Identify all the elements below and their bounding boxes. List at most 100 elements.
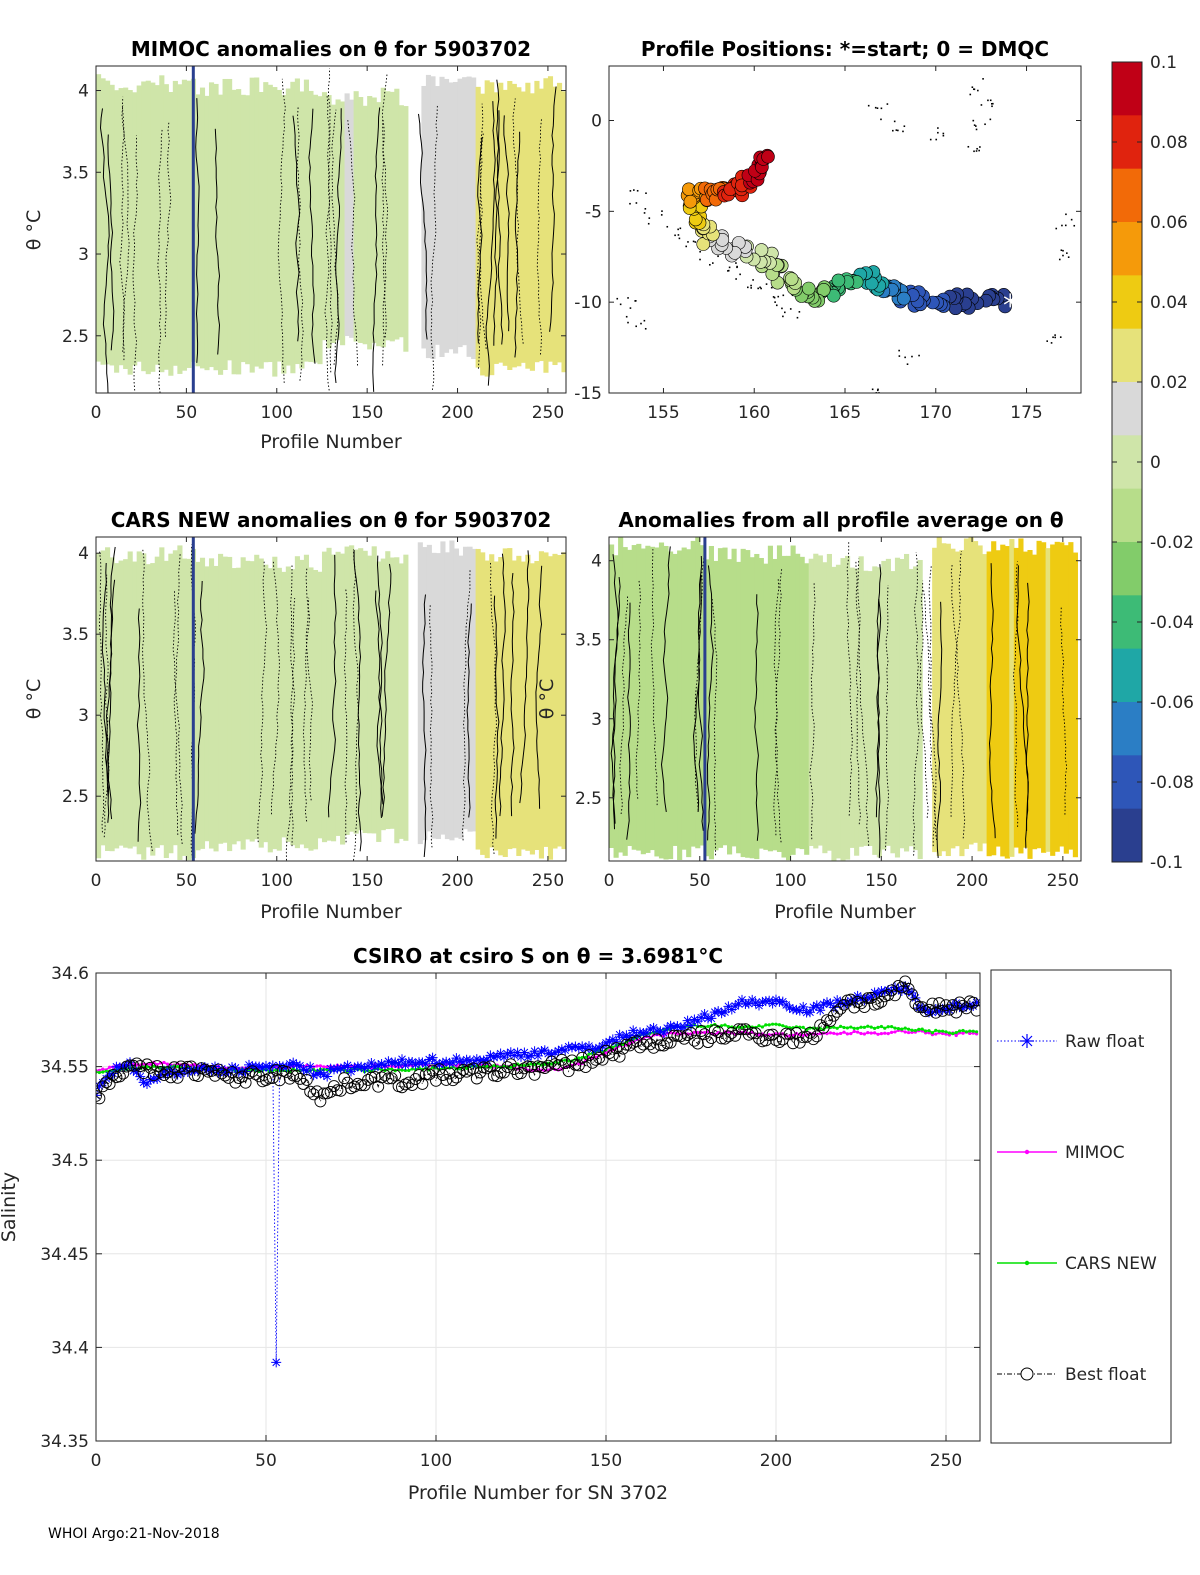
- salinity-ylabel: Salinity: [0, 1172, 20, 1242]
- profile-position-marker: [754, 243, 769, 257]
- best-float-point: [147, 1069, 160, 1082]
- coastline-speck: [977, 89, 979, 92]
- coastline-speck: [678, 237, 681, 240]
- cars-new-point: [873, 1026, 877, 1030]
- coastline-speck: [1061, 224, 1063, 227]
- best-float-point: [175, 1060, 187, 1073]
- average-cell: [1009, 539, 1015, 857]
- raw-float-point: [318, 1069, 329, 1080]
- cars-cell: [538, 551, 545, 859]
- cars-new-point: [869, 1025, 873, 1029]
- mimoc-cell: [294, 78, 300, 365]
- best-float-point: [375, 1071, 388, 1084]
- positions-xtick-label: 160: [738, 403, 770, 423]
- positions-xtick-label: 175: [1010, 403, 1042, 423]
- legend-marker-raw-float: [1020, 1034, 1034, 1048]
- cars-cell: [498, 557, 504, 856]
- cars-new-point: [832, 1025, 836, 1029]
- coastline-speck: [747, 286, 749, 289]
- mimoc-contour: [478, 103, 487, 349]
- coastline-speck: [699, 250, 701, 253]
- average-cell: [754, 553, 760, 860]
- cars-cell: [181, 558, 187, 856]
- raw-float-point: [815, 1005, 826, 1016]
- mimoc-point: [801, 1033, 805, 1037]
- cars-new-point: [403, 1068, 407, 1073]
- raw-float-point: [730, 1001, 741, 1011]
- average-contour: [775, 567, 783, 843]
- coastline-speck: [635, 325, 637, 328]
- coastline-speck: [752, 279, 754, 281]
- mimoc-cell: [453, 81, 459, 354]
- cars-new-point: [947, 1031, 952, 1035]
- average-cell: [622, 547, 628, 856]
- average-cell: [849, 567, 855, 848]
- coastline-speck: [660, 214, 663, 216]
- average-low-anomaly-strip: [703, 537, 707, 861]
- average-cell: [618, 537, 624, 853]
- coastline-speck: [918, 354, 920, 357]
- coastline-speck: [750, 287, 752, 289]
- raw-float-point: [621, 1030, 632, 1041]
- cars-new-point: [934, 1028, 938, 1032]
- cars-cell: [145, 564, 151, 848]
- cars-xtick-label: 200: [441, 871, 473, 891]
- coastline-speck: [687, 241, 689, 243]
- raw-float-point: [679, 1022, 690, 1033]
- mimoc-contour: [514, 131, 521, 358]
- salinity-xtick-label: 200: [760, 1451, 792, 1471]
- cars-new-point: [152, 1064, 156, 1068]
- raw-float-point: [301, 1065, 312, 1076]
- coastline-speck: [991, 105, 993, 108]
- raw-float-point: [329, 1064, 339, 1075]
- best-float-point: [402, 1076, 415, 1089]
- colorbar-swatch: [1112, 168, 1142, 223]
- coastline-speck: [971, 86, 974, 89]
- raw-float-point: [941, 1004, 951, 1015]
- raw-float-point: [883, 985, 894, 996]
- raw-float-point: [720, 1007, 730, 1018]
- raw-float-point: [930, 1004, 941, 1015]
- mimoc-contour: [132, 135, 138, 391]
- cars-ytick-label: 2.5: [62, 787, 89, 807]
- cars-xtick-label: 100: [261, 871, 293, 891]
- best-float-point: [331, 1084, 344, 1097]
- raw-float-point: [699, 1008, 710, 1019]
- mimoc-point: [869, 1031, 873, 1035]
- best-float-point: [406, 1079, 419, 1092]
- cars-cell: [426, 544, 432, 832]
- average-cell: [899, 558, 905, 849]
- best-float-point: [732, 1023, 745, 1036]
- raw-float-point: [971, 997, 980, 1008]
- cars-cell: [362, 550, 368, 834]
- raw-float-point: [934, 1006, 945, 1017]
- best-float-point: [865, 991, 878, 1004]
- mimoc-point: [907, 1030, 911, 1035]
- raw-float-point: [852, 990, 863, 1001]
- raw-float-point: [920, 1004, 931, 1015]
- raw-float-point: [818, 999, 829, 1010]
- average-cell: [945, 543, 951, 857]
- average-cell: [1004, 546, 1010, 859]
- raw-float-point: [686, 1020, 696, 1031]
- average-cell: [835, 564, 842, 859]
- cars-cell: [208, 558, 215, 849]
- legend: Raw float MIMOC CARS NEW Best float: [990, 969, 1172, 1444]
- cars-contour: [535, 565, 543, 809]
- average-ytick-label: 3: [591, 710, 602, 730]
- best-float-point: [154, 1066, 167, 1078]
- mimoc-cell: [511, 83, 517, 368]
- coastline-speck: [773, 296, 776, 299]
- best-float-point: [229, 1076, 242, 1089]
- average-contour: [754, 594, 759, 841]
- mimoc-point: [108, 1065, 112, 1069]
- mimoc-point: [97, 1068, 101, 1072]
- coastline-speck: [904, 356, 906, 359]
- mimoc-cell: [100, 78, 106, 365]
- raw-float-point: [390, 1057, 401, 1068]
- average-cell: [658, 542, 665, 859]
- cars-new-point: [910, 1028, 914, 1032]
- colorbar-tick-label: -0.02: [1150, 533, 1194, 553]
- coastline-speck: [1050, 342, 1053, 344]
- mimoc-point: [142, 1062, 146, 1066]
